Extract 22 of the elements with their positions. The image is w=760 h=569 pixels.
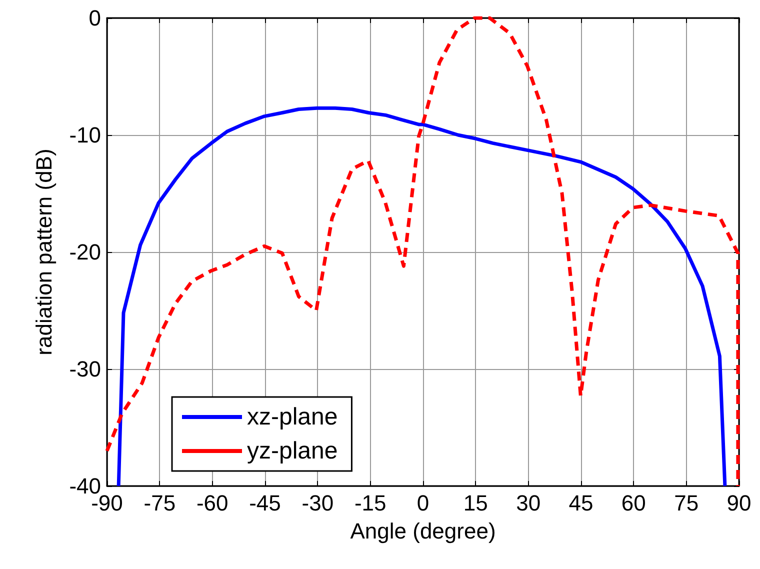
legend-label: xz-plane xyxy=(247,404,338,430)
x-tick-label: -15 xyxy=(354,490,386,516)
x-tick-label: -75 xyxy=(144,490,176,516)
x-tick-label: -30 xyxy=(302,490,334,516)
x-tick-label: 0 xyxy=(416,490,430,516)
x-tick-label: 45 xyxy=(568,490,594,516)
y-axis-title: radiation pattern (dB) xyxy=(32,148,56,356)
x-tick-label: 30 xyxy=(516,490,541,516)
x-tick-label: 60 xyxy=(621,490,646,516)
x-axis-title: Angle (degree) xyxy=(350,518,496,544)
legend-label: yz-plane xyxy=(247,438,338,464)
y-tick-label: -30 xyxy=(69,356,101,382)
line-series xyxy=(105,16,740,488)
x-tick-label: -60 xyxy=(196,490,228,516)
line-series xyxy=(116,106,727,488)
y-tick-label: -20 xyxy=(69,240,101,264)
x-tick-label: 90 xyxy=(726,490,752,516)
x-tick-label: 75 xyxy=(674,490,699,516)
y-tick-label: -10 xyxy=(69,122,101,148)
x-tick-label: 15 xyxy=(463,490,488,516)
y-tick-label: 0 xyxy=(88,6,101,30)
x-tick-label: -45 xyxy=(249,490,281,516)
